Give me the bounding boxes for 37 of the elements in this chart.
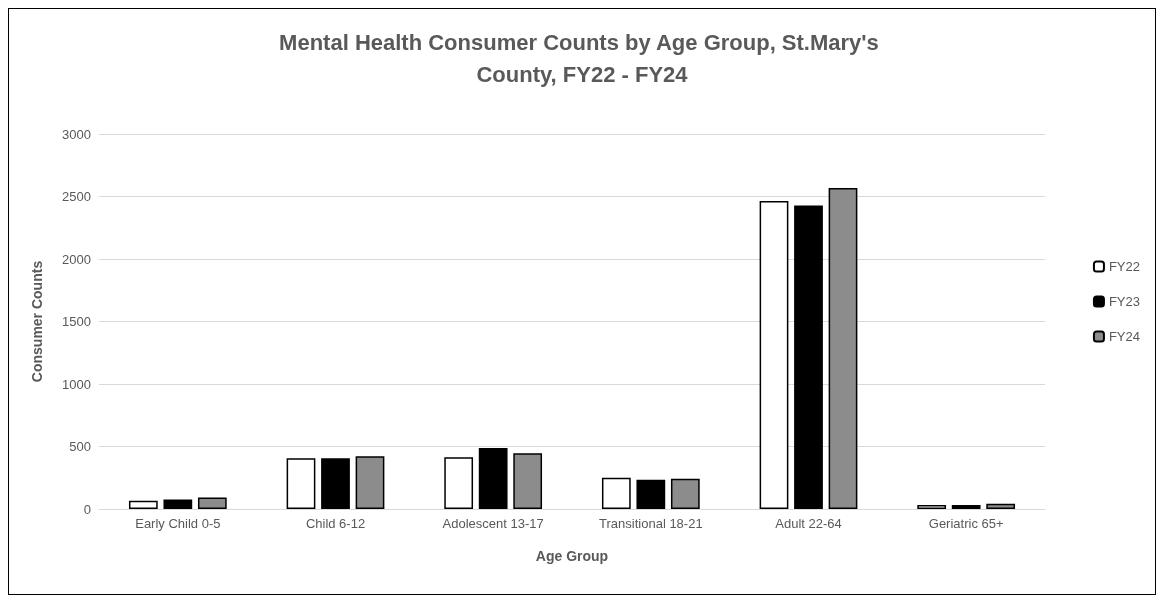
x-axis-title: Age Group bbox=[535, 548, 609, 564]
y-tick-label: 2000 bbox=[62, 251, 91, 267]
x-tick-label: Geriatric 65+ bbox=[928, 516, 1004, 531]
bar bbox=[601, 477, 631, 509]
legend-label: FY22 bbox=[1108, 259, 1141, 274]
bar bbox=[636, 479, 666, 509]
bar bbox=[759, 200, 789, 509]
bar bbox=[163, 499, 193, 509]
y-tick-label: 2500 bbox=[62, 189, 91, 204]
bar bbox=[321, 458, 350, 509]
bar bbox=[478, 447, 508, 509]
x-tick-label: Adult 22-64 bbox=[775, 516, 842, 531]
y-axis-title: Consumer Counts bbox=[29, 260, 45, 383]
legend-label: FY24 bbox=[1108, 329, 1141, 344]
bar bbox=[513, 453, 543, 509]
y-tick-label: 3000 bbox=[62, 126, 91, 142]
x-tick-label: Transitional 18-21 bbox=[599, 516, 703, 531]
bar bbox=[128, 500, 158, 509]
bar bbox=[794, 205, 823, 509]
bar bbox=[286, 458, 316, 509]
y-tick-label: 0 bbox=[83, 501, 91, 517]
bar bbox=[917, 505, 947, 509]
bar bbox=[670, 478, 700, 509]
bar bbox=[951, 505, 981, 509]
bar bbox=[197, 497, 227, 509]
y-tick-label: 1500 bbox=[62, 314, 91, 329]
bar bbox=[828, 187, 858, 509]
x-tick-label: Early Child 0-5 bbox=[135, 516, 221, 531]
chart-title: Mental Health Consumer Counts by Age Group, St.Mary's County, FY22 - FY24 bbox=[279, 29, 885, 87]
bar bbox=[444, 457, 474, 509]
x-tick-label: Adolescent 13-17 bbox=[442, 516, 544, 531]
bar bbox=[355, 456, 385, 509]
legend-label: FY23 bbox=[1108, 294, 1141, 309]
x-tick-label: Child 6-12 bbox=[305, 516, 366, 531]
y-tick-label: 1000 bbox=[62, 376, 91, 392]
y-tick-label: 500 bbox=[69, 439, 91, 454]
bar bbox=[986, 503, 1016, 509]
